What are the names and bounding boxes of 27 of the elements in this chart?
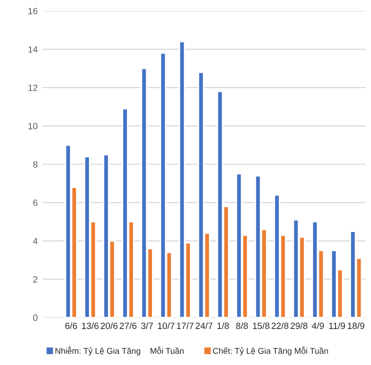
y-tick-label: 0 — [33, 314, 38, 321]
x-tick-label: 1/8 — [217, 322, 229, 330]
x-tick-label: 6/6 — [65, 322, 78, 330]
x-tick-label: 27/6 — [120, 322, 136, 330]
y-tick-label: 8 — [33, 161, 38, 168]
y-tick-label: 10 — [28, 122, 38, 130]
x-tick-label: 13/6 — [82, 322, 99, 330]
x-tick-label: 4/9 — [312, 322, 324, 330]
x-tick-label: 15/8 — [252, 322, 270, 330]
x-tick-label: 29/8 — [290, 322, 308, 330]
legend-label: Nhiễm: Tỷ Lệ Gia Tăng Mỗi Tuần — [56, 346, 184, 356]
y-tick-label: 6 — [33, 200, 38, 206]
x-tick-label: 24/7 — [196, 322, 212, 330]
y-tick-label: 4 — [32, 238, 38, 244]
y-tick-label: 2 — [33, 276, 38, 282]
x-tick-label: 17/7 — [176, 322, 194, 330]
x-tick-label: 3/7 — [141, 322, 153, 330]
y-tick-label: 14 — [28, 46, 38, 53]
y-tick-label: 12 — [28, 84, 38, 91]
x-tick-label: 8/8 — [236, 322, 248, 330]
x-tick-label: 11/9 — [329, 322, 345, 330]
x-tick-label: 10/7 — [158, 322, 174, 330]
x-tick-label: 22/8 — [272, 322, 288, 330]
x-tick-label: 20/6 — [100, 322, 118, 330]
y-tick-label: 16 — [28, 8, 38, 14]
legend-label: Chết: Tỷ Lệ Gia Tăng Mỗi Tuần — [212, 346, 328, 356]
x-tick-label: 18/9 — [348, 322, 364, 330]
